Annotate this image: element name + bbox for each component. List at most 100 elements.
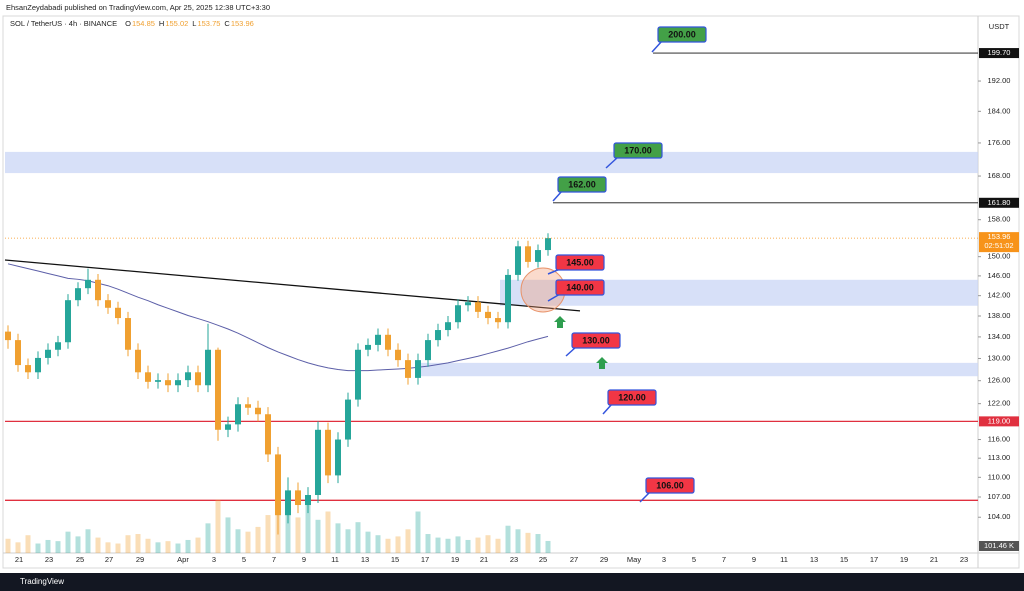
x-tick-label: 19 <box>451 555 459 564</box>
candle-body <box>175 380 181 386</box>
legend-key: H <box>159 19 164 28</box>
volume-bar <box>435 537 441 553</box>
volume-bar <box>445 538 451 553</box>
volume-bar <box>155 542 161 553</box>
volume-bar <box>115 543 121 553</box>
volume-bar <box>125 535 131 553</box>
volume-bar <box>535 534 541 553</box>
level-label: 199.70 <box>988 48 1011 57</box>
y-tick-label: 110.00 <box>988 472 1010 481</box>
volume-bar <box>405 529 411 553</box>
level-tag <box>979 197 1019 208</box>
candle-body <box>125 318 131 350</box>
volume-bar <box>185 539 191 553</box>
x-tick-label: 21 <box>930 555 938 564</box>
callout-stem <box>651 40 663 53</box>
volume-bar <box>325 511 331 553</box>
candle-body <box>35 357 41 373</box>
candle-body <box>525 246 531 262</box>
candle-body <box>195 372 201 386</box>
callout-label: 200.00 <box>668 29 696 39</box>
volume-bar <box>385 538 391 553</box>
x-tick-label: Apr <box>177 555 189 564</box>
y-tick-label: 176.00 <box>988 138 1011 147</box>
candle-body <box>235 404 241 425</box>
volume-bar <box>375 535 381 553</box>
volume-bar <box>145 538 151 553</box>
candle-body <box>355 349 361 400</box>
volume-bar <box>45 539 51 553</box>
volume-bar <box>425 534 431 553</box>
candle-body <box>255 407 261 415</box>
volume-bar <box>295 517 301 553</box>
up-arrow <box>554 316 566 328</box>
x-tick-label: 15 <box>391 555 399 564</box>
legend-value: 153.96 <box>231 19 254 28</box>
candle-body <box>515 246 521 275</box>
y-tick-label: 158.00 <box>988 215 1011 224</box>
candle-body <box>115 307 121 319</box>
volume-bar <box>255 526 261 553</box>
candle-body <box>285 490 291 516</box>
y-tick-label: 150.00 <box>988 252 1011 261</box>
volume-bar <box>85 529 91 553</box>
volume-bar <box>395 536 401 553</box>
candle-body <box>5 331 11 341</box>
y-tick-label: 142.00 <box>988 291 1011 300</box>
candle-body <box>465 302 471 306</box>
candle-body <box>205 349 211 386</box>
volume-bar <box>355 522 361 553</box>
candle-body <box>275 454 281 516</box>
y-tick-label: 168.00 <box>988 171 1011 180</box>
y-tick-label: 138.00 <box>988 311 1011 320</box>
candle-body <box>55 342 61 350</box>
y-tick-label: 126.00 <box>988 376 1011 385</box>
candle-body <box>25 365 31 373</box>
y-tick-label: 184.00 <box>988 106 1011 115</box>
legend-key: L <box>192 19 196 28</box>
y-tick-label: 113.00 <box>988 453 1010 462</box>
legend-key: O <box>125 19 131 28</box>
candle-body <box>435 330 441 341</box>
x-tick-label: 23 <box>510 555 518 564</box>
callout-stem <box>602 403 613 415</box>
volume-bar <box>485 535 491 553</box>
y-tick-label: 192.00 <box>988 76 1011 85</box>
candle-body <box>505 274 511 323</box>
currency: USDT <box>989 22 1010 31</box>
publisher: EhsanZeydabadi published on TradingView.… <box>6 3 270 12</box>
callout-stem <box>605 156 619 169</box>
candle-body <box>385 334 391 350</box>
volume-bar <box>335 523 341 553</box>
candle-body <box>225 424 231 430</box>
candle-body <box>445 322 451 331</box>
candle-body <box>45 349 51 358</box>
candle-body <box>535 250 541 262</box>
volume-bar <box>475 537 481 553</box>
callout-box <box>557 176 607 193</box>
callout-box <box>607 389 657 406</box>
volume-bar <box>455 536 461 553</box>
level-tag <box>979 48 1019 59</box>
x-tick-label: 5 <box>242 555 246 564</box>
x-tick-label: 19 <box>900 555 908 564</box>
volume-bar <box>225 517 231 553</box>
x-tick-label: 7 <box>722 555 726 564</box>
candle-body <box>155 380 161 382</box>
candle-body <box>455 305 461 323</box>
level-tag <box>979 416 1019 427</box>
x-tick-label: 11 <box>780 555 788 564</box>
callout-box <box>645 477 695 494</box>
zone <box>5 151 978 174</box>
x-tick-label: 25 <box>539 555 547 564</box>
x-tick-label: 23 <box>45 555 53 564</box>
callout-stem <box>552 190 563 202</box>
y-tick-label: 122.00 <box>988 399 1011 408</box>
volume-bar <box>205 523 211 553</box>
x-tick-label: 29 <box>136 555 144 564</box>
candle-body <box>185 372 191 381</box>
countdown: 02:51:02 <box>984 241 1013 250</box>
level-label: 161.80 <box>988 198 1011 207</box>
candle-body <box>425 340 431 361</box>
zone <box>420 362 978 377</box>
